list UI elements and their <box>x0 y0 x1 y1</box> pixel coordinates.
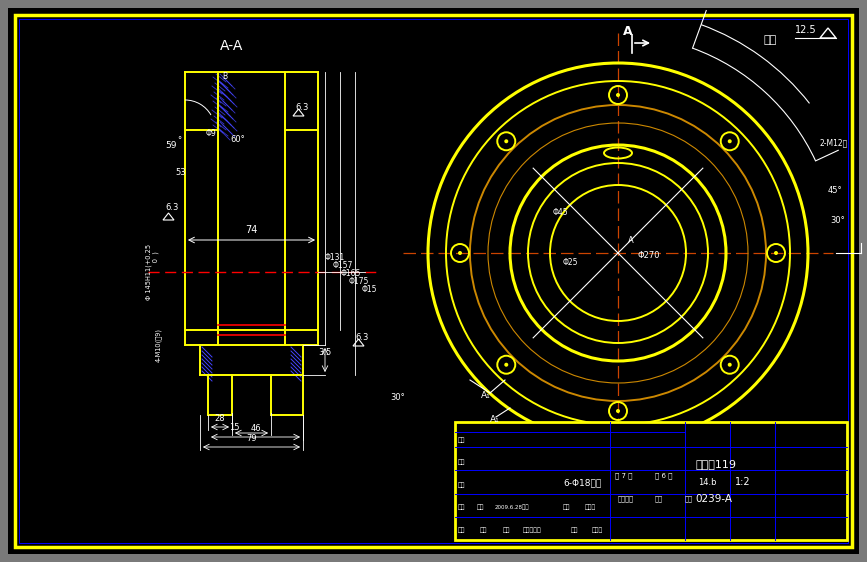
Circle shape <box>505 139 508 143</box>
Text: 45°: 45° <box>828 186 843 195</box>
Text: Φ9: Φ9 <box>206 129 217 138</box>
Text: 15: 15 <box>229 423 239 432</box>
Text: Φ131: Φ131 <box>325 253 345 262</box>
Text: 年月日: 年月日 <box>592 527 603 533</box>
Text: Φ 145H11(+0.25
              0  ): Φ 145H11(+0.25 0 ) <box>145 244 159 300</box>
Text: 第 6 张: 第 6 张 <box>655 472 673 479</box>
Text: A: A <box>623 25 633 38</box>
Text: 处数: 处数 <box>480 527 487 533</box>
Text: 签名: 签名 <box>571 527 578 533</box>
Text: Φ15: Φ15 <box>362 285 377 294</box>
Text: A: A <box>628 236 634 245</box>
Text: 30°: 30° <box>830 216 844 225</box>
Text: 阶段标记: 阶段标记 <box>618 495 634 502</box>
Text: 年月日: 年月日 <box>585 505 596 510</box>
Text: 59: 59 <box>165 141 177 150</box>
Text: 6-Φ18孔均: 6-Φ18孔均 <box>563 478 601 487</box>
Text: 审核: 审核 <box>458 459 466 465</box>
Circle shape <box>616 409 620 413</box>
Text: 工艺: 工艺 <box>458 437 466 443</box>
Text: 标记: 标记 <box>458 527 466 533</box>
Text: Φ270: Φ270 <box>638 251 661 260</box>
Text: 重量: 重量 <box>655 495 663 502</box>
Text: Φ175: Φ175 <box>349 277 369 286</box>
Text: 比例: 比例 <box>685 495 693 502</box>
Text: A₁: A₁ <box>481 391 491 400</box>
Text: 4-M10(深9): 4-M10(深9) <box>155 328 161 361</box>
Text: 60°: 60° <box>230 135 244 144</box>
Text: 签名: 签名 <box>563 505 570 510</box>
Text: Φ25: Φ25 <box>563 258 578 267</box>
Text: 分区: 分区 <box>503 527 511 533</box>
Text: 30°: 30° <box>390 393 405 402</box>
Text: A-A: A-A <box>220 39 244 53</box>
Text: 6.3: 6.3 <box>165 203 179 212</box>
Text: 74: 74 <box>244 225 257 235</box>
Circle shape <box>774 251 778 255</box>
Text: 2-M12深: 2-M12深 <box>820 138 848 147</box>
Text: 14.b: 14.b <box>698 478 716 487</box>
Text: 其余: 其余 <box>763 35 776 45</box>
Text: 设计: 设计 <box>458 505 466 510</box>
Text: 0239-A: 0239-A <box>695 494 732 504</box>
Text: 共 7 张: 共 7 张 <box>615 472 633 479</box>
Text: 53: 53 <box>175 168 186 177</box>
Text: 12.5: 12.5 <box>795 25 817 35</box>
Text: Φ45: Φ45 <box>553 208 569 217</box>
Text: 3.5: 3.5 <box>318 348 331 357</box>
Text: 1:2: 1:2 <box>735 477 751 487</box>
Text: 46: 46 <box>251 424 261 433</box>
Circle shape <box>616 93 620 97</box>
Circle shape <box>458 251 462 255</box>
Text: Φ165: Φ165 <box>341 269 362 278</box>
Text: 2009.6.28审核: 2009.6.28审核 <box>495 505 530 510</box>
Text: 密封座119: 密封座119 <box>695 459 736 469</box>
Text: 79: 79 <box>246 434 257 443</box>
Text: 28: 28 <box>215 414 225 423</box>
Text: A₁: A₁ <box>490 415 499 424</box>
Text: 6.3: 6.3 <box>355 333 368 342</box>
Circle shape <box>505 362 508 367</box>
Text: 更改文件号: 更改文件号 <box>523 527 542 533</box>
Bar <box>455 422 847 540</box>
Circle shape <box>727 139 732 143</box>
Circle shape <box>727 362 732 367</box>
Text: °: ° <box>177 136 181 145</box>
Text: 制图: 制图 <box>458 482 466 488</box>
Text: Φ157: Φ157 <box>333 261 354 270</box>
Text: 校对: 校对 <box>477 505 485 510</box>
Text: B: B <box>222 72 227 81</box>
Text: 6.3: 6.3 <box>295 103 309 112</box>
